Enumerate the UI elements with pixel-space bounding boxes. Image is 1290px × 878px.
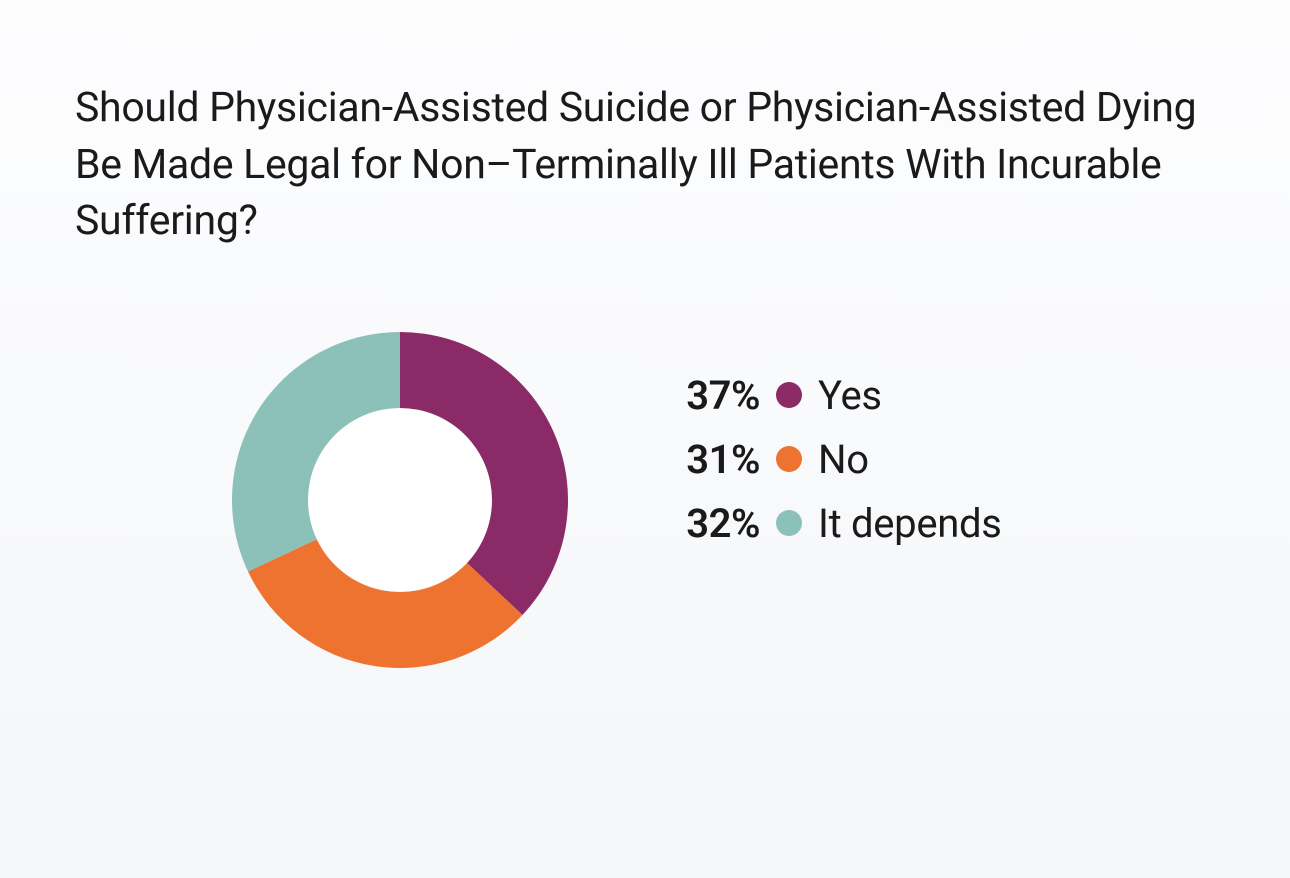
legend-marker: [776, 382, 802, 408]
legend-pct: 32%: [650, 500, 760, 547]
legend-item: 37% Yes: [650, 370, 1002, 420]
chart-title: Should Physician-Assisted Suicide or Phy…: [75, 80, 1215, 250]
legend-marker: [776, 446, 802, 472]
donut-hole: [308, 408, 492, 592]
legend-marker: [776, 510, 802, 536]
donut-chart: [225, 325, 575, 675]
legend-label: No: [818, 436, 869, 483]
legend-item: 32% It depends: [650, 498, 1002, 548]
legend: 37% Yes 31% No 32% It depends: [650, 370, 1002, 562]
legend-pct: 31%: [650, 436, 760, 483]
legend-item: 31% No: [650, 434, 1002, 484]
legend-label: It depends: [818, 500, 1002, 547]
legend-pct: 37%: [650, 372, 760, 419]
legend-label: Yes: [818, 372, 882, 419]
